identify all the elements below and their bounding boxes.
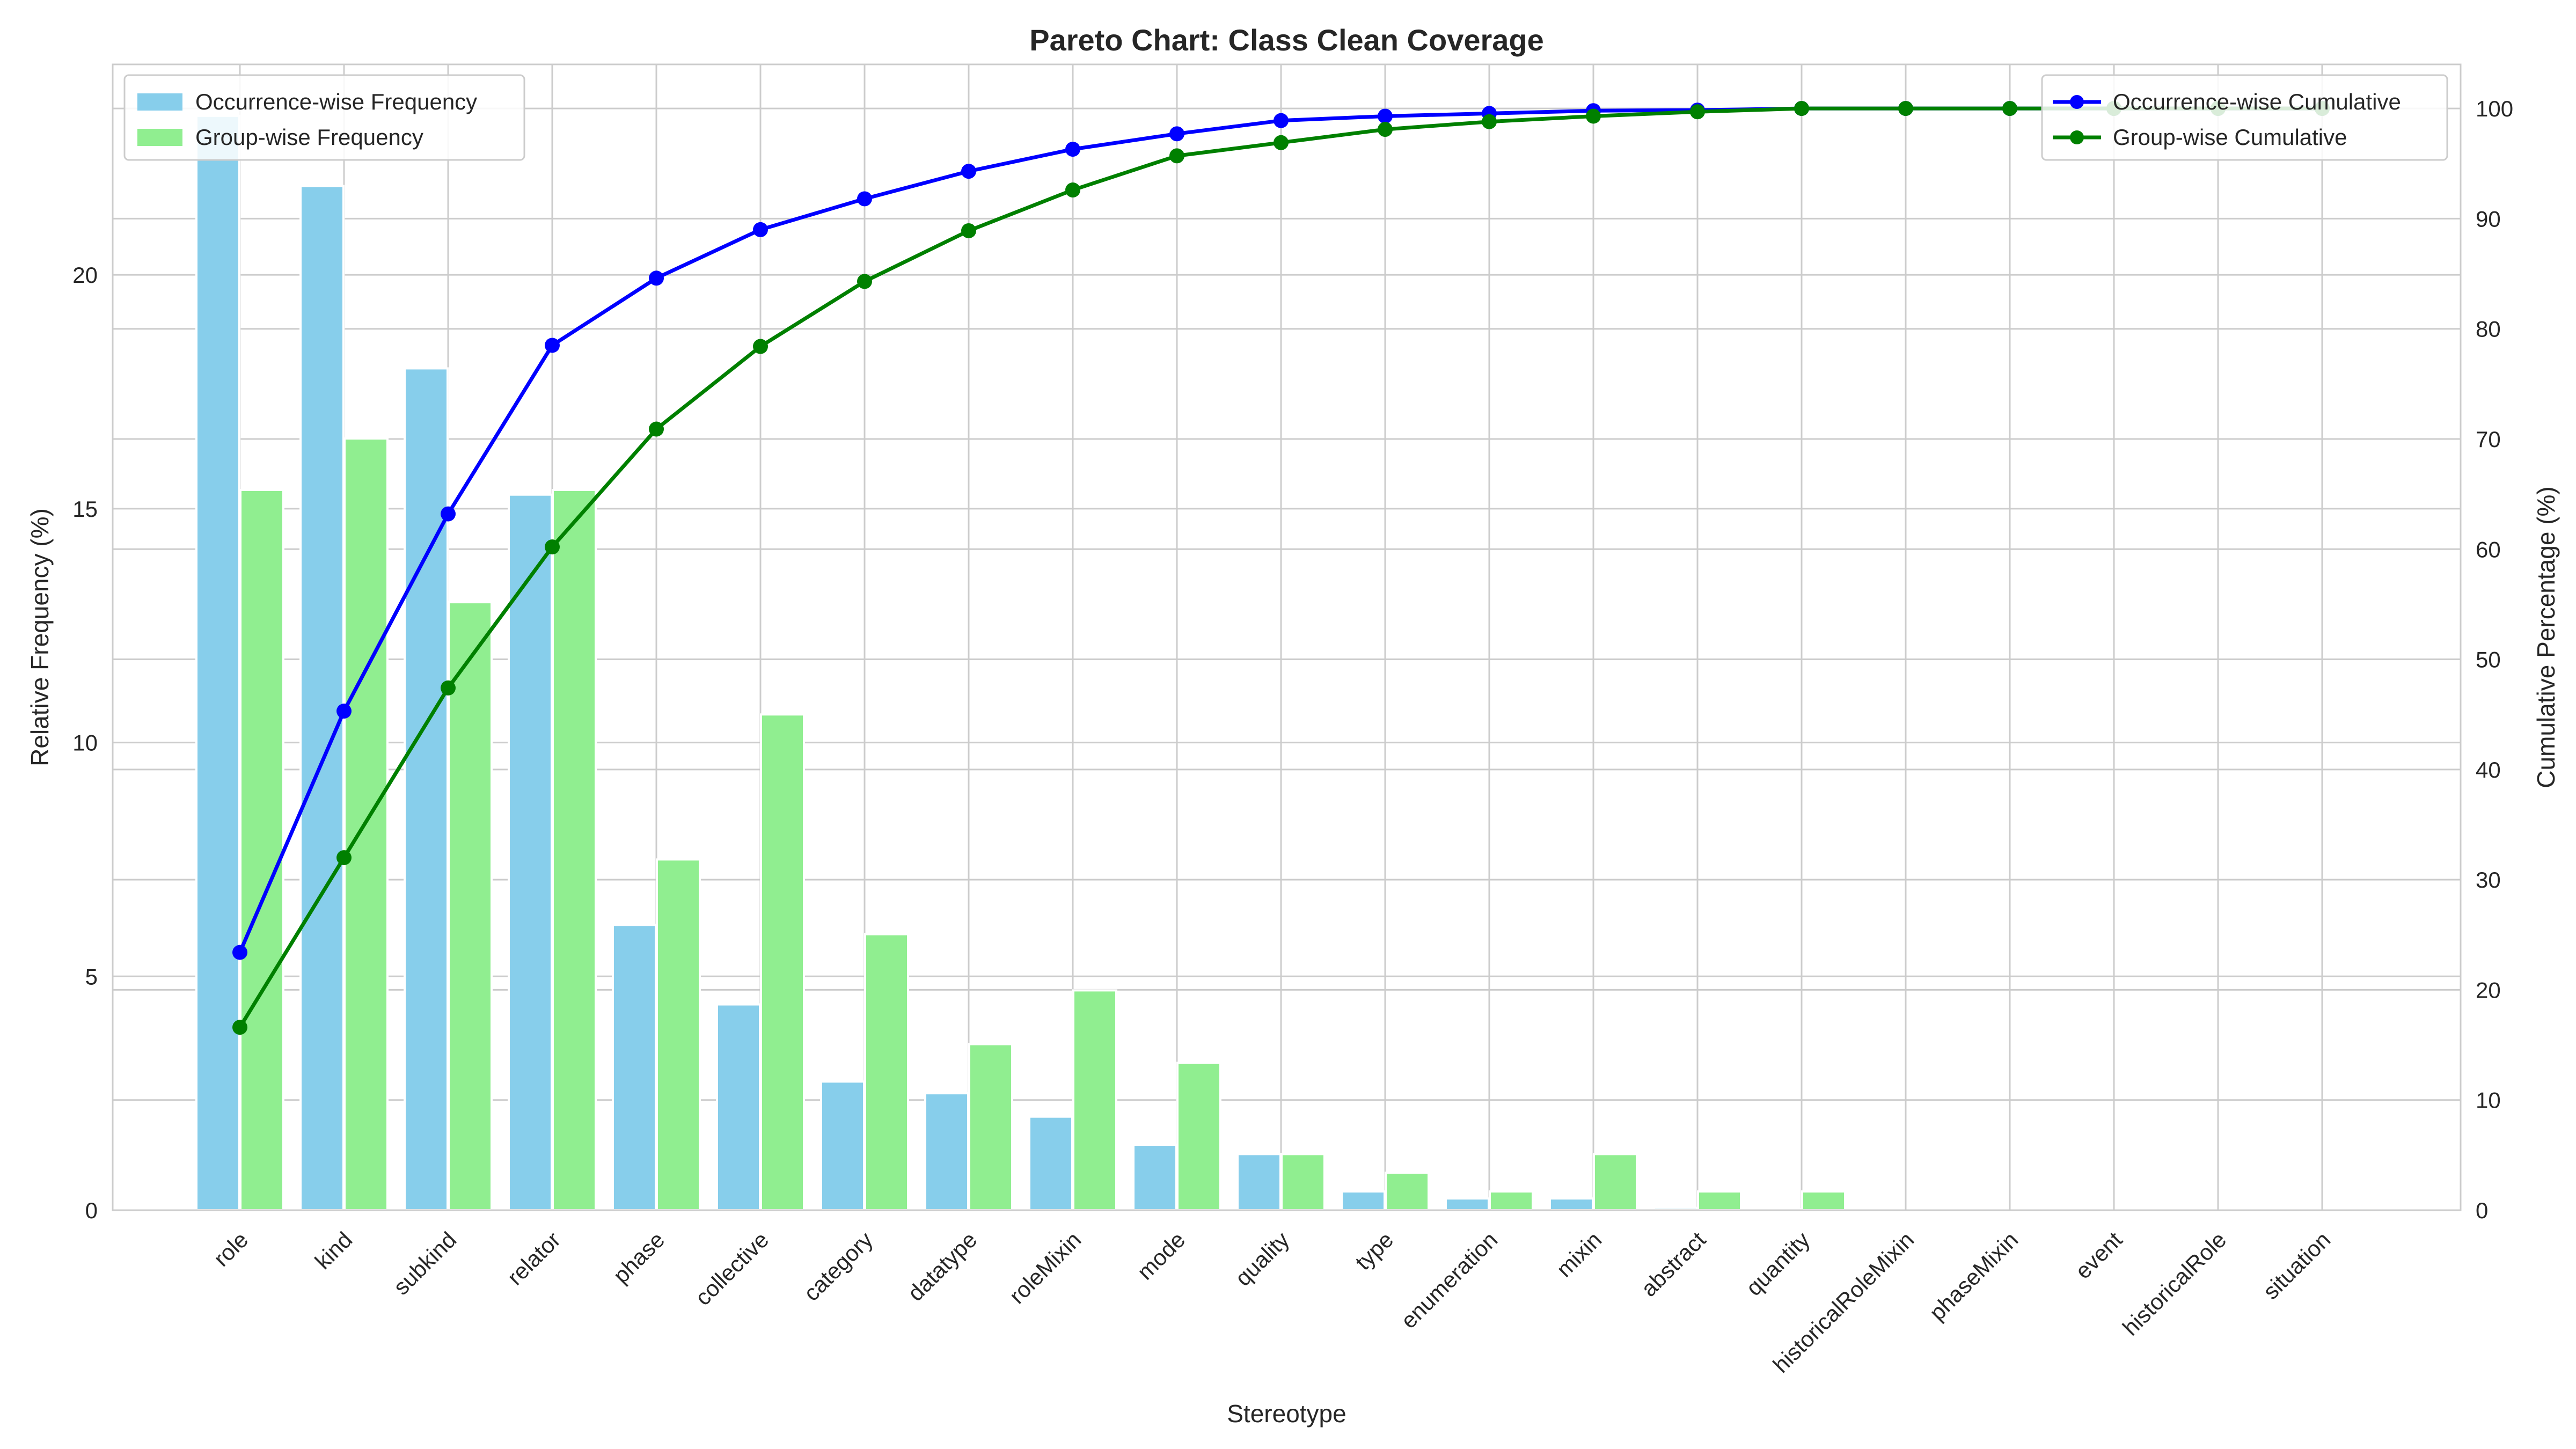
y-tick-label-right: 90 <box>2476 206 2501 231</box>
bar-role-occurrence <box>195 114 240 1211</box>
cumulative-point-collective-group <box>753 339 768 354</box>
y-axis-label-right: Cumulative Percentage (%) <box>2532 486 2560 788</box>
cumulative-point-kind-group <box>336 850 352 866</box>
cumulative-point-category-group <box>857 274 872 289</box>
bar-relator-group <box>552 489 597 1211</box>
bar-role-group <box>239 489 284 1211</box>
cumulative-point-role-group <box>232 1020 247 1035</box>
y-tick-label-right: 80 <box>2476 317 2501 342</box>
bar-subkind-occurrence <box>404 367 449 1211</box>
cumulative-point-subkind-group <box>441 680 456 696</box>
cumulative-point-datatype-occurrence <box>961 164 976 179</box>
cumulative-point-role-occurrence <box>232 945 247 960</box>
bar-datatype-group <box>968 1043 1013 1211</box>
cumulative-point-subkind-occurrence <box>441 506 456 522</box>
legend-label: Group-wise Cumulative <box>2113 125 2347 150</box>
cumulative-point-datatype-group <box>961 223 976 238</box>
bar-type-group <box>1385 1172 1430 1211</box>
legend-marker <box>2070 130 2084 144</box>
bar-quantity-group <box>1801 1190 1846 1211</box>
legend-label: Occurrence-wise Frequency <box>195 89 477 114</box>
y-tick-label-right: 60 <box>2476 537 2501 562</box>
cumulative-point-relator-occurrence <box>545 338 560 353</box>
cumulative-point-kind-occurrence <box>336 704 352 719</box>
bar-kind-occurrence <box>299 185 345 1212</box>
bar-enumeration-occurrence <box>1445 1197 1490 1212</box>
legend-marker <box>2070 95 2084 109</box>
y-axis-label-left: Relative Frequency (%) <box>26 508 54 766</box>
legend-cumulative: Occurrence-wise Cumulative Group-wise Cum… <box>2041 74 2448 161</box>
bar-mixin-group <box>1593 1153 1638 1211</box>
cumulative-point-abstract-group <box>1690 104 1705 120</box>
y-tick-label-right: 50 <box>2476 647 2501 672</box>
y-tick-label-right: 10 <box>2476 1088 2501 1113</box>
y-tick-label-left: 10 <box>72 730 98 756</box>
cumulative-line-layer <box>232 101 2330 1035</box>
cumulative-point-mode-group <box>1169 148 1184 164</box>
cumulative-point-phase-occurrence <box>649 270 664 286</box>
legend-swatch <box>137 129 182 146</box>
y-tick-label-right: 20 <box>2476 977 2501 1002</box>
cumulative-point-type-group <box>1378 122 1393 137</box>
bar-mixin-occurrence <box>1549 1197 1594 1212</box>
bar-collective-occurrence <box>716 1003 761 1211</box>
y-tick-label-left: 15 <box>72 496 98 522</box>
x-axis-label: Stereotype <box>1227 1400 1346 1428</box>
cumulative-point-enumeration-group <box>1482 114 1497 129</box>
cumulative-point-type-occurrence <box>1378 108 1393 124</box>
legend-label: Group-wise Frequency <box>195 125 423 150</box>
bar-type-occurrence <box>1341 1190 1386 1211</box>
cumulative-point-phase-group <box>649 421 664 437</box>
legend-box <box>123 74 525 161</box>
bar-datatype-occurrence <box>924 1092 969 1211</box>
y-tick-label-left: 0 <box>85 1198 98 1223</box>
bar-quality-occurrence <box>1236 1153 1282 1211</box>
bar-mode-occurrence <box>1132 1144 1177 1211</box>
plot-frame <box>112 63 2462 1211</box>
y-tick-label-left: 5 <box>85 964 98 989</box>
bar-mode-group <box>1176 1062 1221 1211</box>
cumulative-point-mode-occurrence <box>1169 126 1184 142</box>
bar-roleMixin-group <box>1072 989 1117 1212</box>
cumulative-point-phaseMixin-group <box>2002 101 2017 116</box>
y-tick-label-right: 100 <box>2476 96 2513 121</box>
cumulative-point-quality-group <box>1274 135 1289 150</box>
y-tick-label-left: 20 <box>72 262 98 288</box>
chart-title: Pareto Chart: Class Clean Coverage <box>1029 23 1544 57</box>
bar-roleMixin-occurrence <box>1028 1115 1073 1212</box>
cumulative-point-quality-occurrence <box>1274 113 1289 128</box>
cumulative-point-roleMixin-occurrence <box>1065 142 1080 157</box>
cumulative-point-historicalRoleMixin-group <box>1898 101 1913 116</box>
cumulative-point-quantity-group <box>1794 101 1809 116</box>
bar-layer <box>195 114 1846 1212</box>
y-tick-label-right: 30 <box>2476 867 2501 892</box>
bar-category-occurrence <box>820 1080 865 1212</box>
y-tick-label-right: 70 <box>2476 427 2501 452</box>
legend-label: Occurrence-wise Cumulative <box>2113 89 2401 114</box>
bar-quality-group <box>1280 1153 1326 1211</box>
y-tick-label-right: 0 <box>2476 1198 2488 1223</box>
bar-abstract-group <box>1697 1190 1742 1211</box>
bar-category-group <box>864 933 909 1212</box>
bar-enumeration-group <box>1489 1190 1534 1211</box>
cumulative-point-roleMixin-group <box>1065 182 1080 198</box>
cumulative-point-relator-group <box>545 539 560 555</box>
cumulative-point-collective-occurrence <box>753 222 768 237</box>
cumulative-point-category-occurrence <box>857 191 872 207</box>
bar-subkind-group <box>448 601 493 1211</box>
legend-frequency: Occurrence-wise Frequency Group-wise Freq… <box>123 74 525 161</box>
cumulative-point-mixin-group <box>1586 108 1601 124</box>
bar-relator-occurrence <box>508 493 553 1212</box>
bar-phase-occurrence <box>612 924 657 1211</box>
legend-swatch <box>137 93 182 111</box>
y-tick-label-right: 40 <box>2476 757 2501 782</box>
legend-box <box>2041 74 2448 161</box>
bar-phase-group <box>656 858 701 1211</box>
bar-collective-group <box>760 713 805 1212</box>
